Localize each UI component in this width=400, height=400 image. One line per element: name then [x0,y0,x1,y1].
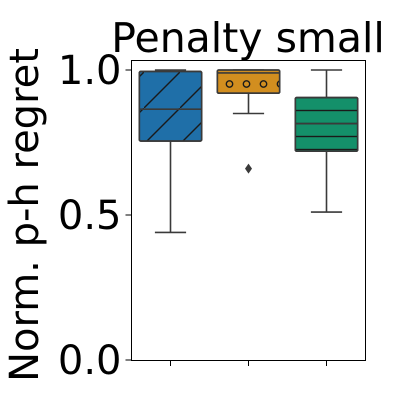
y-axis-label: Norm. p-h regret [2,48,48,382]
y-tick-label: 1.0 [58,48,122,94]
box-hatch [217,70,280,94]
box-hatch [139,71,202,142]
outlier-point [245,163,252,174]
y-tick-label: 0.5 [58,193,122,239]
box-outline [216,69,281,95]
x-axis [170,360,327,366]
box-3 [294,69,359,213]
y-axis: 0.0 0.5 1.0 [58,48,132,384]
boxes-group [138,69,359,234]
y-tick-label: 0.0 [58,338,122,384]
box-1 [138,69,203,234]
box-outline [138,70,203,142]
box-2 [216,69,281,174]
chart-title: Penalty small [111,14,385,62]
